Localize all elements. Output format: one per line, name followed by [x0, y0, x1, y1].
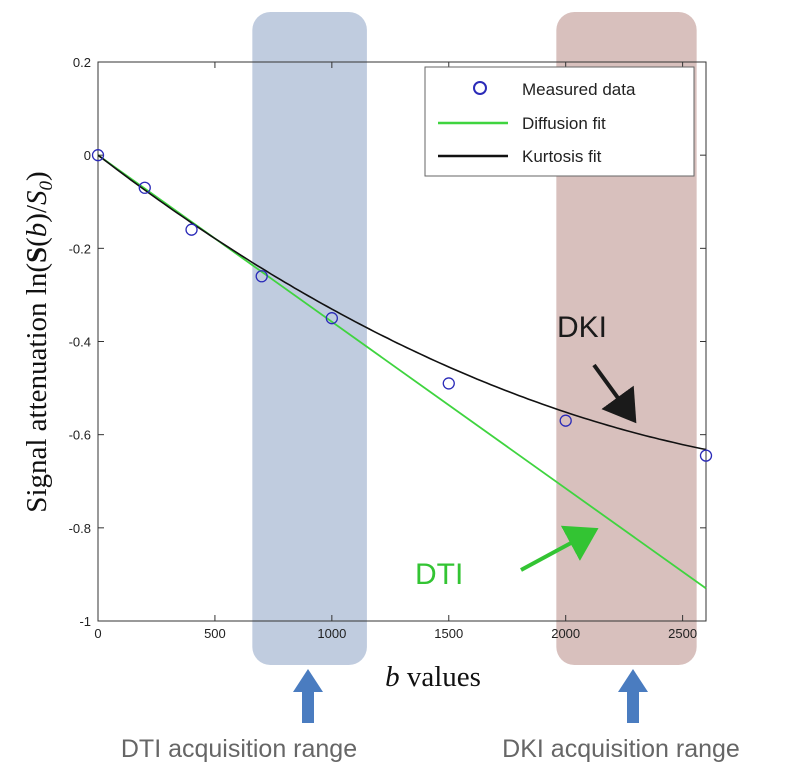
y-axis-title: Signal attenuation ln(S(b)/S0)	[21, 171, 57, 512]
x-tick-label: 2000	[551, 626, 580, 641]
series-layer	[91, 149, 713, 590]
x-tick-label: 1500	[434, 626, 463, 641]
measured-data-point	[442, 377, 455, 390]
y-tick-label: -0.4	[69, 335, 91, 350]
kurtosis-fit-curve	[97, 154, 707, 451]
legend-marker-measured	[473, 81, 487, 95]
annotation-dti-arrow	[520, 525, 599, 572]
y-tick-label: 0	[84, 148, 91, 163]
legend-label-measured: Measured data	[522, 80, 636, 99]
x-tick-label: 1000	[317, 626, 346, 641]
y-tick-label: 0.2	[73, 55, 91, 70]
measured-data-point	[91, 149, 105, 162]
legend-box	[424, 66, 695, 177]
y-tick-label: -0.6	[69, 428, 91, 443]
range-arrows	[293, 669, 648, 723]
measured-data-point	[255, 270, 268, 283]
y-tick-label: -0.2	[69, 241, 91, 256]
x-tick-label: 2500	[668, 626, 697, 641]
dki-range-label: DKI acquisition range	[502, 735, 740, 763]
legend-label-kurtosis: Kurtosis fit	[522, 147, 602, 166]
x-tick-label: 0	[94, 626, 101, 641]
legend: Measured data Diffusion fit Kurtosis fit	[424, 66, 695, 177]
x-tick-label: 500	[204, 626, 226, 641]
annotation-dki-arrow	[592, 363, 637, 424]
measured-data-point	[699, 449, 713, 462]
x-axis-title: b values	[385, 661, 481, 693]
dki-range-arrow	[618, 669, 648, 723]
annotation-dti: DTI	[415, 558, 463, 591]
measured-data-point	[559, 414, 572, 427]
measured-data-point	[325, 312, 338, 325]
dti-range-arrow	[293, 669, 323, 723]
y-tick-label: -0.8	[69, 521, 91, 536]
measured-data-point	[185, 223, 198, 236]
y-tick-label: -1	[79, 614, 91, 629]
measured-data-point	[138, 181, 151, 194]
axis-ticks: 0 500 1000 1500 2000 2500 0.2 0 -0.2 -0.4 -0.6 -0.8…	[69, 55, 706, 641]
annotation-dki: DKI	[557, 311, 607, 344]
legend-label-diffusion: Diffusion fit	[522, 114, 606, 133]
dti-range-band	[252, 12, 367, 665]
dti-range-label: DTI acquisition range	[121, 735, 357, 763]
